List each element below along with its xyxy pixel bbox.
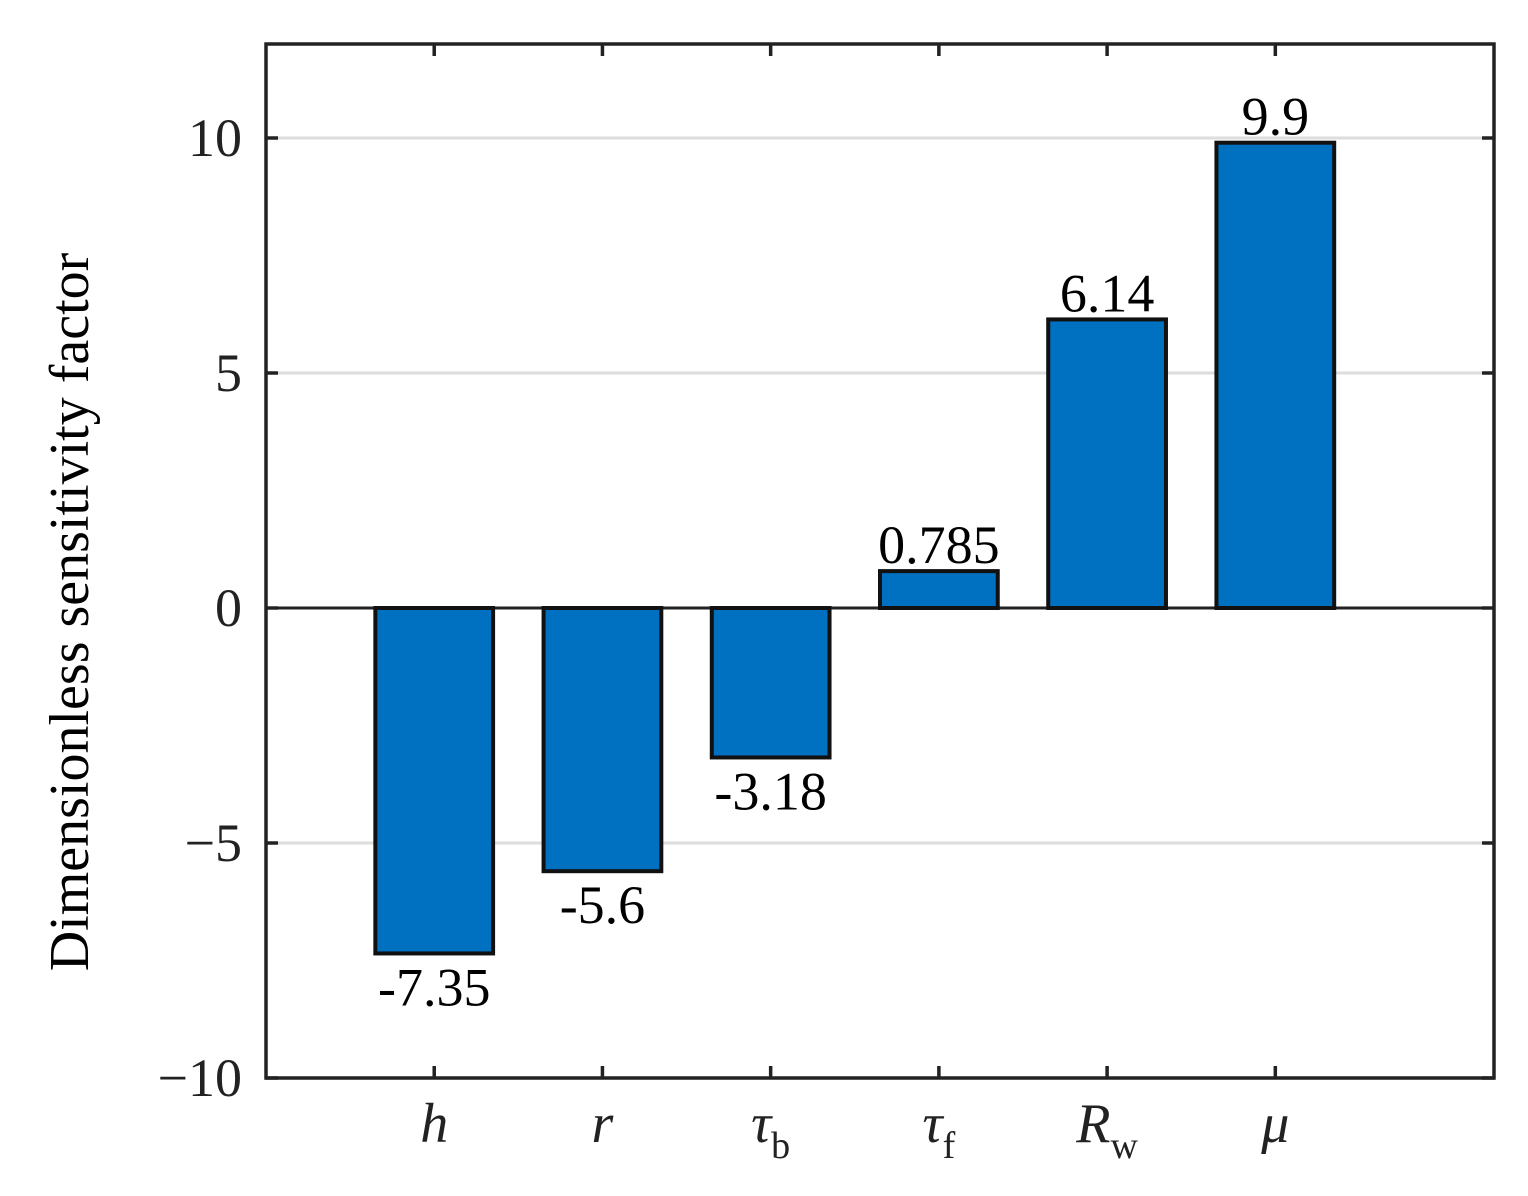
bar-3 (878, 569, 1000, 610)
plot-frame (264, 42, 1496, 1080)
y-tick-label-1: −5 (185, 813, 242, 873)
y-tick-label-0: −10 (158, 1048, 242, 1108)
x-tick-label-2: τb (751, 1093, 790, 1167)
x-tick-label-base-3: τ (923, 1093, 945, 1155)
bar-label-3: 0.785 (878, 515, 1000, 575)
x-tick-label-sub-4: w (1110, 1125, 1138, 1167)
y-axis-ticks: −10 −5 0 5 10 (158, 108, 1494, 1108)
bar-5 (1214, 140, 1337, 610)
bar-label-0: -7.35 (378, 957, 490, 1017)
y-tick-label-2: 0 (215, 578, 242, 638)
x-tick-label-5: μ (1260, 1093, 1289, 1155)
x-axis-ticks: h r τb τf Rw μ (420, 44, 1289, 1167)
bar-2 (709, 606, 832, 760)
bars (373, 140, 1337, 956)
y-tick-label-4: 10 (188, 108, 242, 168)
y-tick-label-3: 5 (215, 343, 242, 403)
x-tick-label-base-4: R (1075, 1093, 1110, 1155)
x-tick-label-base-5: μ (1260, 1093, 1289, 1155)
x-tick-label-base-1: r (592, 1093, 614, 1155)
bar-label-2: -3.18 (714, 761, 826, 821)
y-axis-title: Dimensionless sensitivity factor (39, 252, 101, 971)
bar-label-5: 9.9 (1242, 87, 1310, 147)
bar-4 (1046, 317, 1168, 610)
bar-value-labels: -7.35 -5.6 -3.18 0.785 6.14 9.9 (378, 87, 1309, 1018)
x-tick-label-sub-3: f (943, 1125, 956, 1167)
x-tick-label-base-0: h (420, 1093, 448, 1155)
bar-label-4: 6.14 (1060, 263, 1155, 323)
x-tick-label-sub-2: b (771, 1125, 790, 1167)
bar-0 (373, 606, 496, 956)
bar-label-1: -5.6 (560, 875, 645, 935)
x-tick-label-1: r (592, 1093, 614, 1155)
x-tick-label-4: Rw (1075, 1093, 1138, 1167)
axes-box (264, 42, 1496, 1080)
x-tick-label-0: h (420, 1093, 448, 1155)
x-tick-label-base-2: τ (751, 1093, 773, 1155)
bar-1 (541, 606, 664, 874)
x-tick-label-3: τf (923, 1093, 956, 1167)
